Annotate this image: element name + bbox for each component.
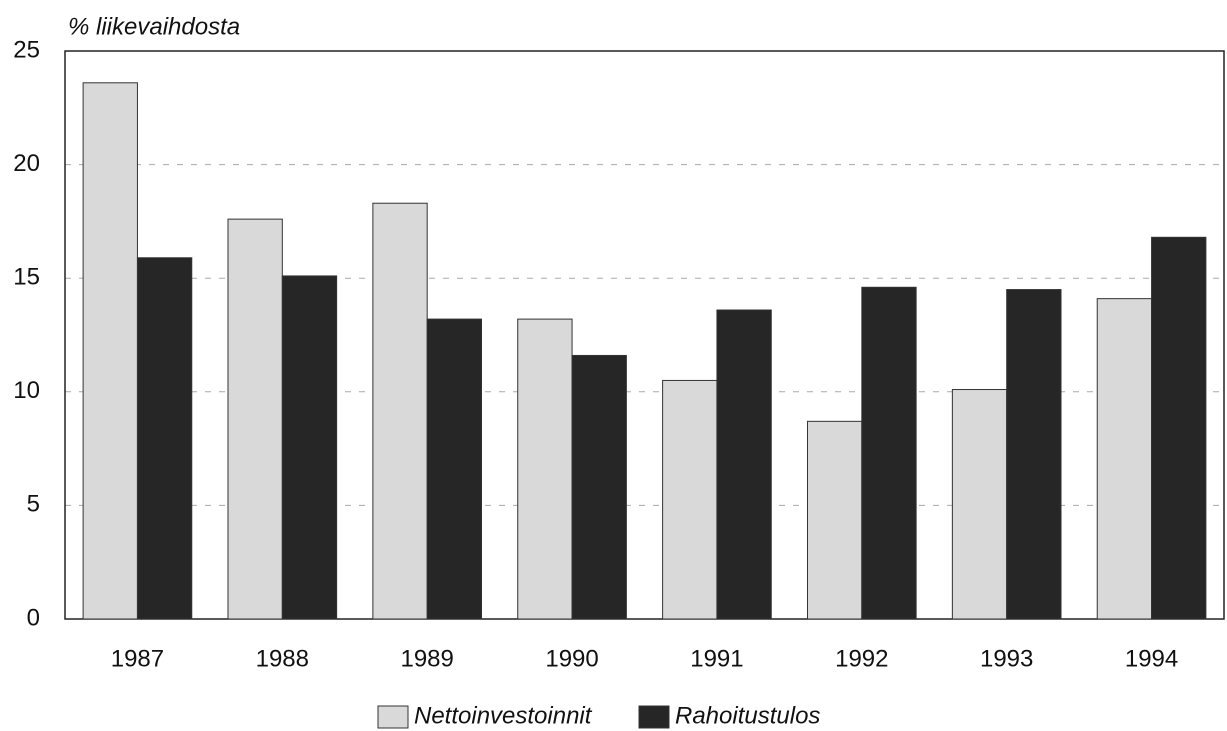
x-tick-label: 1994 <box>1125 645 1178 672</box>
y-axis-label: % liikevaihdosta <box>68 13 240 40</box>
bar <box>951 389 1008 620</box>
bar <box>372 202 428 620</box>
y-tick-label: 10 <box>13 377 40 404</box>
legend-swatch <box>638 705 670 729</box>
x-tick-label: 1990 <box>545 645 598 672</box>
bar <box>1096 298 1153 620</box>
y-tick-label: 5 <box>27 491 40 518</box>
y-tick-label: 15 <box>13 264 40 291</box>
bar <box>662 379 718 620</box>
y-tick-label: 25 <box>13 36 40 63</box>
legend-label: Nettoinvestoinnit <box>414 702 593 729</box>
bar <box>1006 289 1062 620</box>
x-tick-label: 1991 <box>690 645 743 672</box>
bar <box>861 286 917 620</box>
plot-frame <box>64 50 1225 620</box>
legend-label: Rahoitustulos <box>675 702 820 729</box>
bar <box>426 318 483 620</box>
x-tick-label: 1988 <box>256 645 309 672</box>
bar <box>517 318 573 620</box>
x-tick-label: 1989 <box>400 645 453 672</box>
bar <box>227 218 283 620</box>
bar <box>806 420 863 620</box>
x-tick-label: 1993 <box>980 645 1033 672</box>
x-tick-label: 1987 <box>111 645 164 672</box>
bar <box>716 309 772 620</box>
bar <box>1151 236 1207 620</box>
bar <box>571 354 627 620</box>
legend-swatch <box>377 705 409 729</box>
y-tick-label: 0 <box>27 604 40 631</box>
y-tick-label: 20 <box>13 150 40 177</box>
bar <box>82 82 138 620</box>
bar <box>281 275 338 620</box>
x-tick-label: 1992 <box>835 645 888 672</box>
bar <box>136 257 193 620</box>
